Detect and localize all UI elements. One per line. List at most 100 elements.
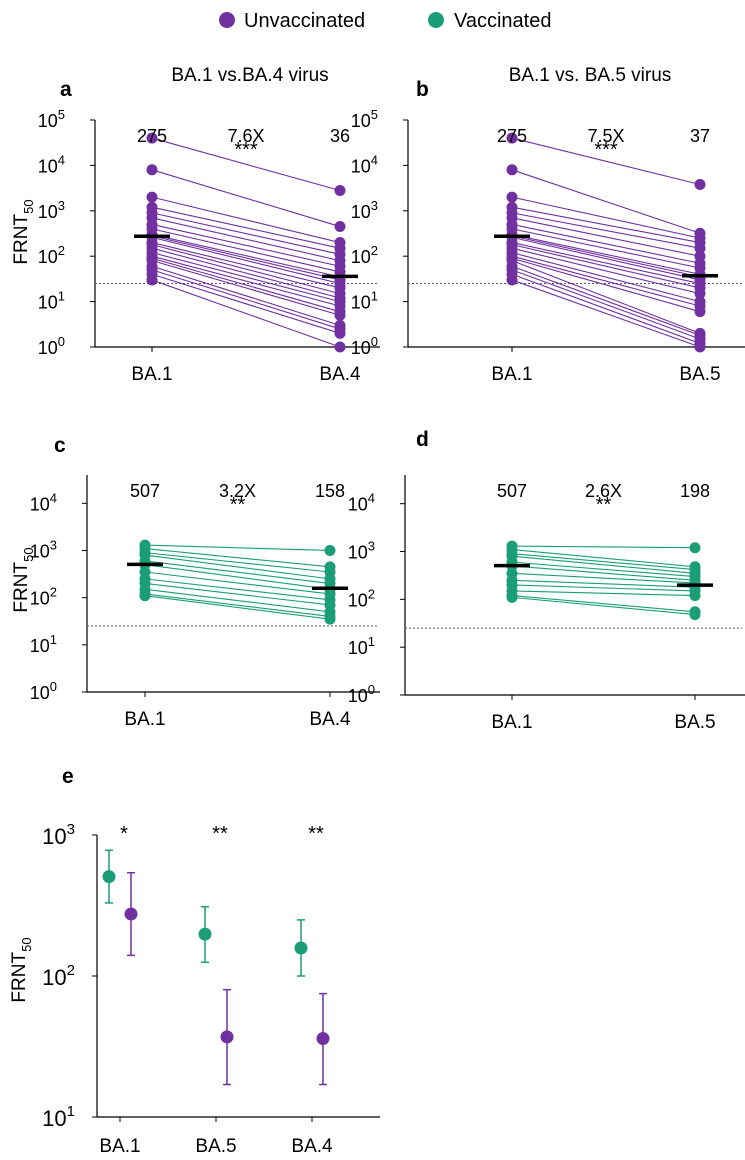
panel-a-point-BA.4 — [334, 327, 346, 339]
panel-d-x-tick-label: BA.5 — [674, 712, 715, 733]
legend-label-vaccinated: Vaccinated — [454, 10, 551, 32]
legend-label-unvaccinated: Unvaccinated — [244, 10, 365, 32]
panel-d-pair-line — [511, 565, 696, 581]
panel-b-y-tick-label: 100 — [351, 334, 378, 358]
panel-b-pair-line — [511, 247, 701, 295]
panel-a-pair-line — [151, 137, 341, 192]
panel-a-pair-line — [151, 212, 341, 255]
panel-d-fold-change: 2.6X — [585, 481, 622, 501]
panel-a-pair-line — [151, 265, 341, 326]
panel-d-pair-line — [511, 579, 696, 588]
panel-a-y-tick-label: 103 — [38, 198, 65, 222]
panel-c-pair-line — [144, 554, 331, 580]
panel-d-significance: ** — [596, 494, 612, 516]
panel-d-pair-line — [511, 555, 696, 574]
panel-d-point-BA.5 — [689, 590, 701, 602]
panel-b-y-tick-label: 103 — [351, 198, 378, 222]
panel-a-point-BA.1 — [146, 132, 158, 144]
panel-b-point-BA.5 — [694, 288, 706, 300]
panel-a-pair-line — [151, 196, 341, 244]
panel-b-y-tick-label: 104 — [351, 152, 378, 176]
panel-b-x-tick-label: BA.1 — [491, 364, 532, 385]
panel-b-pair-line — [511, 196, 701, 239]
panel-c-significance: ** — [230, 494, 246, 516]
panel-a-significance: *** — [234, 139, 258, 161]
panel-a-fold-change: 7.6X — [227, 126, 264, 146]
panel-d-pair-line — [511, 595, 696, 613]
legend-marker-vaccinated — [428, 12, 444, 28]
panel-d-pair-line — [511, 590, 696, 597]
panel-b-fold-change: 7.5X — [587, 126, 624, 146]
panel-c-pair-line — [144, 595, 331, 620]
panel-b-point-BA.5 — [694, 178, 706, 190]
panel-b-pair-line — [511, 206, 701, 244]
panel-d-pair-line — [511, 596, 696, 616]
panel-b-pair-line — [511, 260, 701, 334]
panel-b-pair-line — [511, 269, 701, 340]
panel-e-point-unvaccinated — [316, 1032, 330, 1046]
panel-a-pair-line — [151, 241, 341, 289]
panel-a-median-label: 36 — [330, 126, 350, 146]
panel-b-point-BA.5 — [694, 242, 706, 254]
panel-b-title: BA.1 vs. BA.5 virus — [509, 65, 672, 86]
panel-d-point-BA.1 — [506, 591, 518, 603]
panel-b-pair-line — [511, 217, 701, 257]
panel-c-x-tick-label: BA.1 — [124, 709, 165, 730]
panel-e-y-tick-label: 103 — [42, 821, 75, 849]
panel-a-point-BA.4 — [334, 184, 346, 196]
panel-a-pair-line — [151, 228, 341, 273]
panel-c-point-BA.4 — [324, 544, 336, 556]
panel-d-median-label: 507 — [497, 481, 527, 501]
panel-a-pair-line — [151, 244, 341, 295]
panel-e: 101 102 103 FRNT50 BA.1 * BA.5 ** BA.4 ** — [9, 821, 380, 1157]
panel-a-pair-line — [151, 235, 341, 281]
panel-c-median-label: 507 — [130, 481, 160, 501]
panel-d-median-label: 198 — [680, 481, 710, 501]
panel-e-y-label: FRNT50 — [9, 937, 34, 1002]
panel-c-point-BA.1 — [139, 590, 151, 602]
panel-a-pair-line — [151, 273, 341, 334]
panel-b: 100 101 102 103 104 105 BA.1 BA.5 275 37 7.5X*** — [351, 107, 745, 385]
panel-a-point-BA.4 — [334, 309, 346, 321]
panel-e-x-tick-label: BA.4 — [291, 1136, 333, 1157]
panel-e-point-unvaccinated — [124, 907, 138, 921]
panel-b-point-BA.1 — [506, 132, 518, 144]
panel-letter-a: a — [60, 78, 72, 101]
panel-c-pair-line — [144, 544, 331, 552]
panel-b-y-tick-label: 102 — [351, 243, 378, 267]
panel-e-point-vaccinated — [198, 927, 212, 941]
panel-b-pair-line — [511, 265, 701, 336]
panel-letter-b: b — [416, 78, 429, 101]
panel-c-fold-change: 3.2X — [219, 481, 256, 501]
panel-a-pair-line — [151, 252, 341, 303]
panel-c-y-tick-label: 101 — [30, 632, 57, 656]
panel-d-pair-line — [511, 548, 696, 568]
panel-a-pair-line — [151, 217, 341, 262]
panel-a-point-BA.1 — [146, 274, 158, 286]
panel-a-pair-line — [151, 257, 341, 313]
panel-e-y-tick-label: 102 — [42, 962, 75, 990]
panel-a-y-tick-label: 105 — [38, 107, 65, 131]
panel-b-pair-line — [511, 169, 701, 234]
panel-b-point-BA.1 — [506, 164, 518, 176]
panel-c-pair-line — [144, 593, 331, 617]
panel-a-point-BA.1 — [146, 191, 158, 203]
panel-b-pair-line — [511, 223, 701, 264]
panel-a-point-BA.4 — [334, 221, 346, 233]
panel-a-y-label: FRNT50 — [11, 199, 36, 264]
panel-d-pair-line — [511, 561, 696, 578]
panel-b-median-label: 275 — [497, 126, 527, 146]
panel-a-y-tick-label: 102 — [38, 243, 65, 267]
panel-e-point-vaccinated — [102, 870, 116, 884]
panel-letter-d: d — [416, 428, 429, 451]
panel-a-pair-line — [151, 279, 341, 348]
panel-b-median-label: 37 — [690, 126, 710, 146]
panel-c-median-label: 158 — [315, 481, 345, 501]
panel-b-pair-line — [511, 234, 701, 275]
panel-b-pair-line — [511, 137, 701, 186]
panel-c-pair-line — [144, 571, 331, 595]
panel-e-significance: ** — [308, 823, 324, 845]
panel-a: 100 101 102 103 104 105 BA.1 BA.4 275 36 7.6X*** FR… — [11, 107, 380, 385]
